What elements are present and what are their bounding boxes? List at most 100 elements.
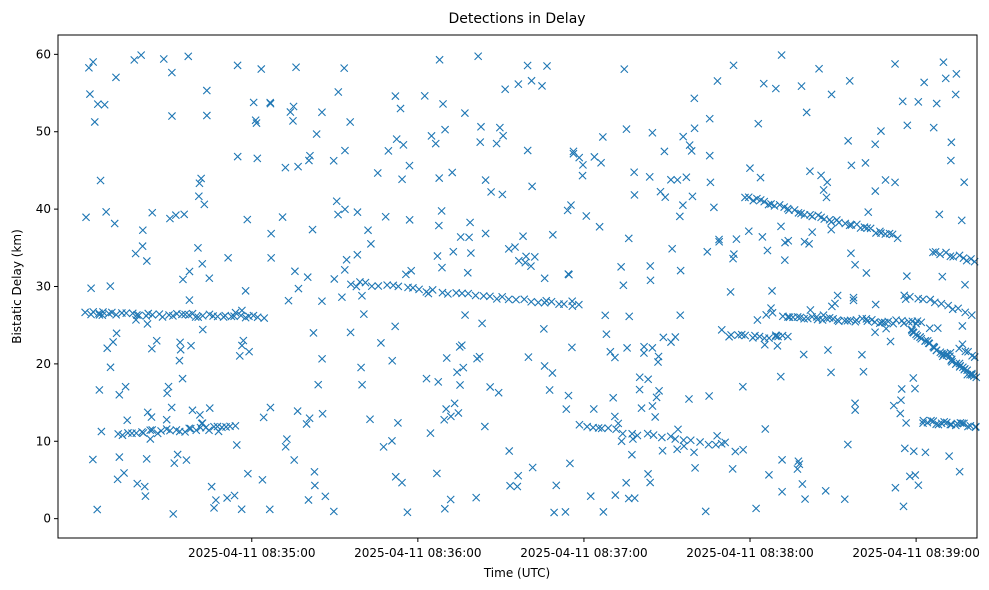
data-point xyxy=(95,385,104,394)
data-point xyxy=(778,487,787,496)
data-point xyxy=(715,237,724,246)
data-point xyxy=(461,311,470,320)
data-point xyxy=(630,168,639,177)
data-point xyxy=(163,389,172,398)
data-point xyxy=(420,91,429,100)
data-point xyxy=(539,324,548,333)
data-point xyxy=(176,338,185,347)
data-point xyxy=(504,244,513,253)
data-point xyxy=(93,505,102,514)
data-point xyxy=(486,382,495,391)
data-point xyxy=(340,146,349,155)
data-point xyxy=(771,84,780,93)
data-point xyxy=(393,418,402,427)
data-point xyxy=(609,393,618,402)
data-point xyxy=(214,427,223,436)
data-point xyxy=(931,247,940,256)
chart-title: Detections in Delay xyxy=(448,11,585,27)
data-point xyxy=(249,98,258,107)
data-point xyxy=(648,402,657,410)
data-point xyxy=(552,481,561,490)
data-point xyxy=(871,328,880,337)
data-point xyxy=(920,78,929,87)
data-point xyxy=(266,403,275,412)
data-point xyxy=(944,301,953,310)
data-point xyxy=(394,282,403,291)
data-point xyxy=(899,319,908,328)
data-point xyxy=(952,69,961,78)
data-point xyxy=(534,298,543,307)
data-point xyxy=(281,163,290,172)
data-point xyxy=(205,274,214,283)
data-point xyxy=(902,418,911,427)
data-point xyxy=(456,233,465,241)
data-point xyxy=(122,309,131,318)
data-point xyxy=(784,236,793,245)
data-point xyxy=(361,278,370,287)
x-tick-label: 2025-04-11 08:35:00 xyxy=(188,546,315,560)
data-point xyxy=(514,471,523,480)
data-markers xyxy=(81,51,981,518)
data-point xyxy=(755,332,764,341)
data-point xyxy=(253,313,262,322)
data-point xyxy=(951,90,960,99)
data-point xyxy=(960,178,969,187)
data-point xyxy=(435,55,444,64)
data-point xyxy=(595,222,604,231)
data-point xyxy=(676,311,685,320)
data-point xyxy=(543,62,552,70)
plot-area-frame xyxy=(57,34,978,539)
data-point xyxy=(318,409,327,418)
data-point xyxy=(340,265,349,274)
data-point xyxy=(243,215,252,224)
data-point xyxy=(458,289,467,298)
data-point xyxy=(968,351,977,360)
data-point xyxy=(374,282,383,291)
data-point xyxy=(200,200,209,209)
data-point xyxy=(397,478,406,487)
data-point xyxy=(405,161,414,170)
data-point xyxy=(780,256,789,265)
data-point xyxy=(310,467,319,476)
data-point xyxy=(431,139,440,148)
data-point xyxy=(278,213,287,222)
data-point xyxy=(622,478,631,487)
data-point xyxy=(317,108,326,117)
data-point xyxy=(281,442,290,451)
data-point xyxy=(528,182,537,191)
data-point xyxy=(823,178,832,187)
data-point xyxy=(434,377,443,386)
data-point xyxy=(471,291,480,300)
data-point xyxy=(568,297,577,306)
data-point xyxy=(147,413,156,422)
data-point xyxy=(194,192,203,201)
data-point xyxy=(827,302,836,311)
data-point xyxy=(801,495,810,504)
data-point xyxy=(237,505,246,514)
y-tick-label: 0 xyxy=(43,512,51,526)
data-point xyxy=(882,324,891,333)
data-point xyxy=(442,405,451,414)
data-point xyxy=(131,249,140,258)
data-point xyxy=(967,311,976,320)
data-point xyxy=(205,404,214,413)
data-point xyxy=(963,422,972,431)
data-point xyxy=(408,283,417,292)
data-point xyxy=(860,223,869,232)
data-point xyxy=(118,431,127,440)
data-point xyxy=(159,55,168,64)
data-point xyxy=(726,287,735,296)
y-tick-label: 10 xyxy=(36,434,51,448)
x-tick-label: 2025-04-11 08:39:00 xyxy=(852,546,979,560)
data-point xyxy=(676,266,685,275)
data-point xyxy=(961,280,969,289)
data-point xyxy=(847,161,856,170)
data-point xyxy=(352,282,361,291)
data-point xyxy=(690,124,699,133)
data-point xyxy=(182,456,191,465)
data-point xyxy=(859,367,868,376)
data-point xyxy=(548,368,557,377)
data-point xyxy=(169,509,178,518)
data-point xyxy=(187,341,196,350)
data-point xyxy=(112,310,121,319)
